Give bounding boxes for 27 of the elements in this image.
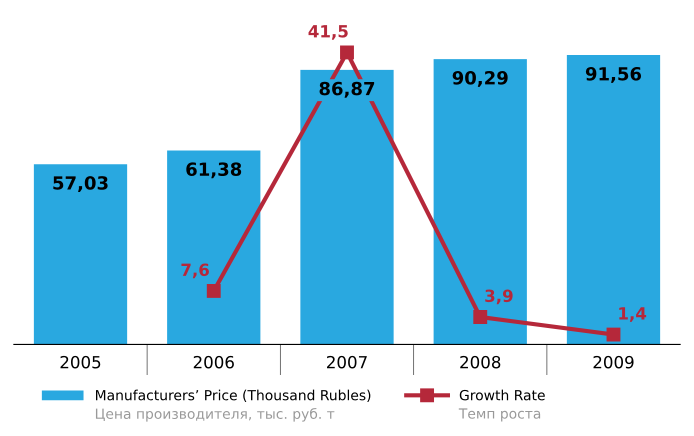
text: Темп роста: [458, 408, 540, 422]
legend-label: Growth Rate: [460, 390, 545, 400]
x-tick-label: 2006: [194, 356, 234, 368]
x-tick-label: 2005: [60, 356, 100, 368]
x-tick-label: 2008: [460, 356, 500, 368]
data-label: 61,38: [186, 162, 242, 178]
data-label: 41,5: [308, 25, 348, 40]
data-label: 1,4: [619, 307, 646, 322]
data-label: 57,03: [53, 176, 108, 192]
x-tick-label: 2009: [594, 356, 634, 368]
bar: [300, 70, 394, 344]
data-label: 86,87: [320, 82, 374, 98]
data-label: 7,6: [181, 263, 209, 278]
point: [340, 46, 354, 60]
data-label: 3,9: [485, 289, 513, 304]
legend-label: Manufacturers’ Price (Thousand Rubles): [96, 390, 370, 402]
bar: [167, 150, 260, 344]
data-label: 91,56: [586, 66, 642, 83]
bar: [34, 164, 128, 344]
x-tick-label: 2007: [327, 356, 367, 368]
point: [606, 328, 620, 342]
bar: [434, 59, 527, 344]
bar: [566, 55, 660, 344]
point: [206, 284, 221, 298]
text: Цена производителя, тыс. руб. т: [96, 408, 334, 422]
point: [473, 310, 488, 324]
data-label: 90,29: [452, 70, 508, 87]
